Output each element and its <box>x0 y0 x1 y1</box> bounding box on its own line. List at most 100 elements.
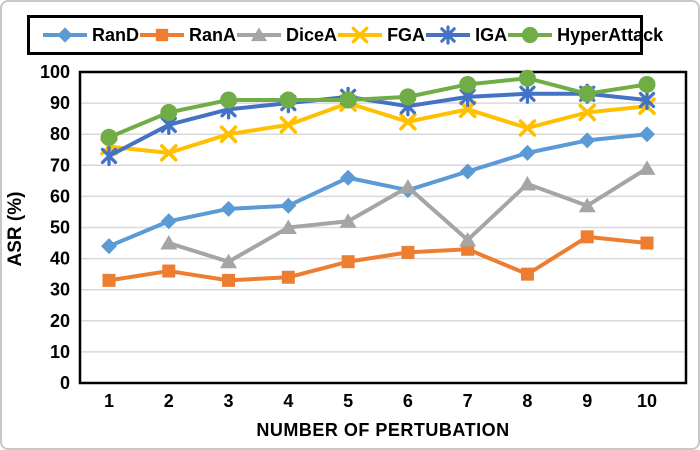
square-marker <box>341 255 355 269</box>
asterisk-marker-line <box>100 147 118 165</box>
y-axis-title: ASR (%) <box>5 191 26 267</box>
triangle-marker <box>459 231 477 247</box>
legend-item-hyperattack: HyperAttack <box>507 24 663 46</box>
x-marker <box>159 144 178 162</box>
x-tick-label: 9 <box>582 391 592 411</box>
square-marker <box>162 264 176 278</box>
x-marker <box>219 125 238 143</box>
square-marker <box>222 273 236 287</box>
x-marker-line <box>458 100 477 119</box>
x-tick-label: 1 <box>104 391 114 411</box>
legend: RanD RanA DiceA FGA IGA HyperAttack <box>27 15 663 55</box>
asterisk-marker-line <box>459 88 476 106</box>
diamond-marker <box>519 144 536 161</box>
triangle-marker <box>638 160 656 175</box>
diamond-marker <box>160 213 177 230</box>
y-tick-label: 20 <box>50 311 70 331</box>
x-marker <box>518 119 537 137</box>
y-tick-label: 90 <box>50 93 70 113</box>
y-tick-label: 30 <box>50 280 70 300</box>
triangle-marker <box>160 235 178 250</box>
circle-marker <box>399 88 417 106</box>
x-tick-label: 6 <box>403 391 413 411</box>
diamond-marker <box>280 197 297 214</box>
legend-label: DiceA <box>286 24 338 45</box>
y-tick-label: 60 <box>50 186 70 206</box>
square-marker <box>102 273 116 287</box>
asterisk-marker-line <box>638 91 656 109</box>
diamond-marker <box>57 27 73 43</box>
asterisk-legend-icon <box>426 25 471 45</box>
triangle-marker <box>578 197 596 213</box>
triangle-marker <box>518 175 536 191</box>
series-line <box>107 234 649 283</box>
diamond-marker <box>639 126 655 143</box>
square-marker <box>401 245 415 259</box>
x-marker <box>399 112 417 131</box>
x-marker-line <box>578 103 597 122</box>
x-tick-label: 4 <box>283 391 293 411</box>
asterisk-marker <box>638 89 656 111</box>
x-tick-label: 2 <box>164 391 174 411</box>
diamond-marker <box>579 132 596 149</box>
y-tick-label: 100 <box>40 62 70 82</box>
x-tick-label: 7 <box>463 391 473 411</box>
diamond-marker <box>220 200 237 217</box>
y-tick-label: 0 <box>60 373 70 393</box>
circle-marker <box>518 69 536 87</box>
legend-item-rana: RanA <box>139 24 236 46</box>
circle-legend-icon <box>508 26 553 44</box>
asterisk-marker <box>100 145 118 167</box>
circle-marker <box>459 75 477 93</box>
x-marker <box>279 116 298 134</box>
triangle-marker <box>399 179 417 194</box>
x-tick-label: 5 <box>343 391 353 411</box>
x-tick-label: 8 <box>522 391 532 411</box>
circle-marker <box>160 103 178 121</box>
x-marker <box>578 103 597 122</box>
circle-marker <box>100 128 118 146</box>
legend-item-rand: RanD <box>42 24 139 46</box>
triangle-marker <box>220 253 238 269</box>
diamond-marker <box>459 163 476 180</box>
x-axis-title: NUMBER OF PERTUBATION <box>256 420 510 440</box>
x-tick-label: 10 <box>637 391 657 411</box>
circle-marker <box>279 91 297 109</box>
legend-item-dicea: DiceA <box>236 24 337 46</box>
circle-marker <box>522 26 539 44</box>
legend-item-fga: FGA <box>337 24 425 46</box>
circle-marker <box>638 75 656 93</box>
plot-frame <box>78 70 688 385</box>
x-marker-line <box>351 26 369 44</box>
y-tick-label: 50 <box>50 218 70 238</box>
y-tick-label: 40 <box>50 249 70 269</box>
x-tick-label: 3 <box>224 391 234 411</box>
asterisk-marker-line <box>519 85 536 102</box>
x-marker-line <box>399 112 417 131</box>
x-marker-line <box>219 125 238 143</box>
series-line <box>107 132 649 249</box>
legend-item-iga: IGA <box>425 24 507 46</box>
diamond-marker <box>101 238 117 255</box>
square-marker <box>155 28 169 42</box>
circle-marker <box>339 91 357 109</box>
triangle-marker <box>339 213 357 228</box>
asterisk-marker <box>519 83 536 104</box>
diamond-marker <box>340 169 357 186</box>
y-tick-label: 80 <box>50 124 70 144</box>
y-tick-label: 70 <box>50 155 70 175</box>
square-marker <box>281 270 295 284</box>
asterisk-marker-line <box>160 116 177 134</box>
x-marker-line <box>279 116 298 134</box>
square-legend-icon <box>140 28 185 42</box>
legend-label: RanD <box>92 24 140 45</box>
legend-label: IGA <box>475 24 508 45</box>
series-rand <box>101 126 655 255</box>
legend-label: FGA <box>387 24 426 45</box>
x-marker <box>351 26 369 44</box>
square-marker <box>640 236 654 250</box>
y-tick-label: 10 <box>50 342 70 362</box>
x-marker-line <box>518 119 537 137</box>
